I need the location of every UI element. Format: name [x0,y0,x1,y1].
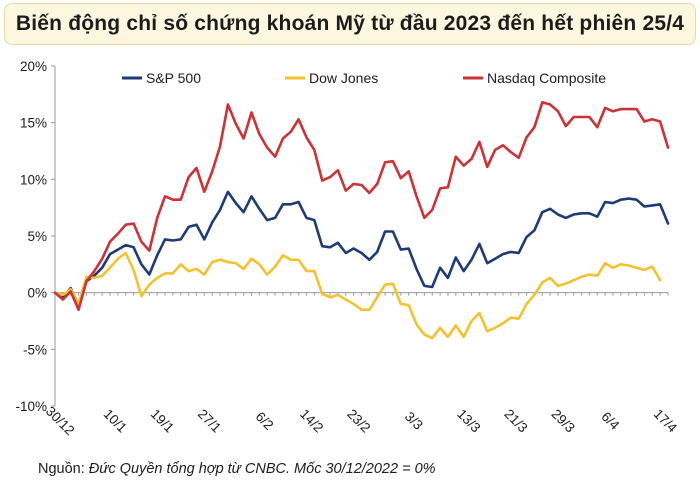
x-tick-label: 21/3 [501,406,530,435]
x-tick-label: 27/1 [195,406,224,435]
chart-series [53,100,670,340]
x-tick-label: 6/4 [598,409,622,433]
y-tick-label: 10% [20,172,47,187]
x-tick-label: 3/3 [402,409,426,433]
y-tick-label: 0% [27,286,47,301]
chart-legend: S&P 500 Dow Jones Nasdaq Composite [122,70,606,86]
series-line-0 [53,190,670,308]
x-tick-label: 19/1 [148,406,177,435]
source-prefix: Nguồn: [38,461,89,477]
y-tick-label: 5% [27,229,47,244]
series-line-1 [53,251,662,340]
x-tick-label: 29/3 [549,406,578,435]
chart-title-box: Biến động chỉ số chứng khoán Mỹ từ đầu 2… [4,3,696,45]
legend-label: Dow Jones [309,70,378,86]
x-tick-label: 13/3 [454,406,483,435]
legend-label: Nasdaq Composite [487,70,606,86]
x-tick-label: 30/12 [43,404,78,439]
y-tick-label: -10% [15,399,47,414]
legend-label: S&P 500 [146,70,201,86]
series-line-2 [53,100,670,312]
chart-title: Biến động chỉ số chứng khoán Mỹ từ đầu 2… [15,12,685,35]
y-tick-label: -5% [23,342,47,357]
y-tick-label: 15% [20,116,47,131]
source-text: Đức Quyền tổng hợp từ CNBC. Mốc 30/12/20… [88,461,436,477]
source-note: Nguồn: Đức Quyền tổng hợp từ CNBC. Mốc 3… [38,461,436,477]
line-chart: -10% -5% 0% 5% 10% 15% 20% 30/12 10/1 19/1 27/1 6/2… [15,59,700,439]
y-tick-label: 20% [20,59,47,74]
x-tick-label: 6/2 [253,409,277,433]
x-tick-label: 17/4 [651,406,681,436]
x-tick-label: 23/2 [344,406,373,435]
x-tick-label: 10/1 [101,406,130,435]
x-tick-label: 14/2 [297,406,326,435]
